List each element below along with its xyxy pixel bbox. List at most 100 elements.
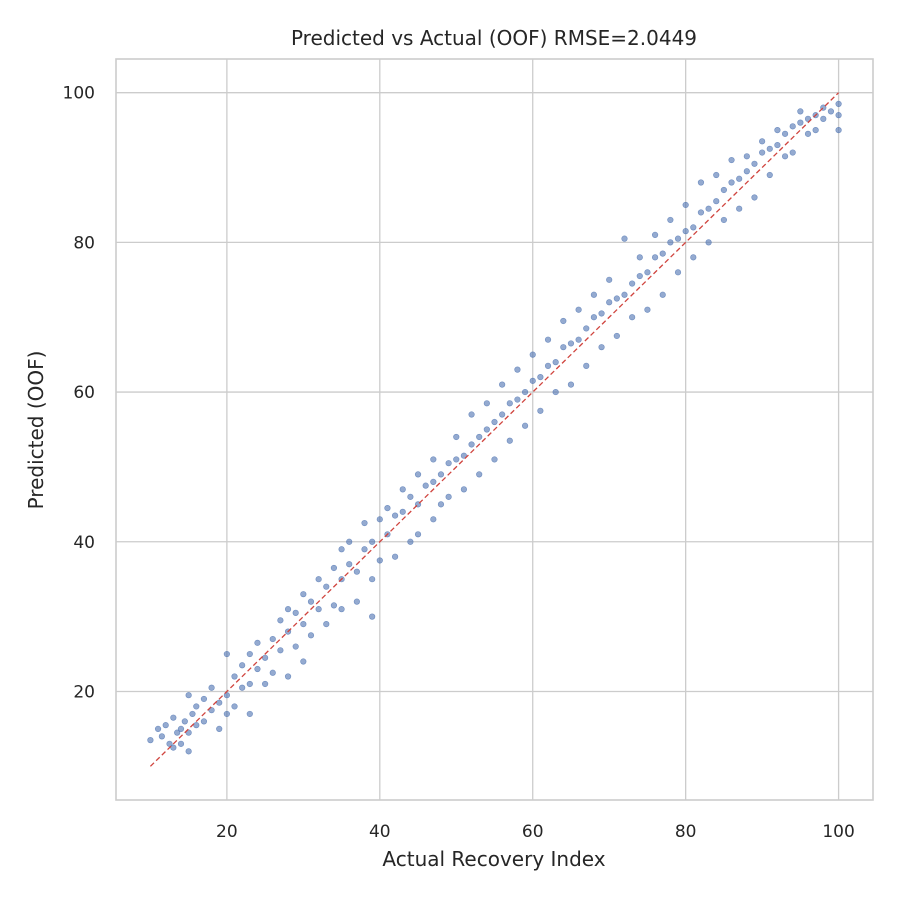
data-point [766,171,773,179]
data-point [728,179,735,186]
data-point [621,291,628,298]
x-tick-label: 60 [522,822,544,842]
data-point [307,632,315,639]
data-point [315,576,322,583]
y-axis-label: Predicted (OOF) [24,351,48,510]
data-point [659,250,666,257]
x-axis-label: Actual Recovery Index [382,847,605,871]
data-point [468,441,475,448]
data-point [376,557,383,564]
data-point [277,617,284,624]
data-point [338,606,345,613]
data-point [185,692,192,699]
data-point [361,519,368,527]
data-point [353,598,360,605]
data-point [606,299,613,306]
data-point [154,725,162,732]
data-point [445,493,452,500]
data-point [759,149,766,156]
data-point [674,235,682,242]
chart-title: Predicted vs Actual (OOF) RMSE=2.0449 [291,26,697,50]
data-point [751,160,758,167]
data-point [223,650,230,658]
data-point [560,344,567,351]
data-point [346,538,353,545]
data-point [437,501,445,508]
data-point [284,606,292,613]
x-tick-label: 40 [369,822,391,842]
data-point [728,156,735,164]
data-point [284,673,292,680]
data-point [736,205,743,212]
data-point [667,239,674,246]
data-point [445,460,452,467]
data-point [162,722,169,729]
data-point [759,138,766,145]
y-tick-label: 60 [73,383,95,403]
data-point [254,665,261,673]
data-point [315,606,322,613]
data-point [246,650,253,658]
data-point [567,340,575,347]
data-point [407,493,414,500]
data-point [567,381,575,388]
data-point [269,635,276,643]
data-point [575,336,582,343]
data-point [835,100,842,108]
data-point [430,516,437,523]
data-point [820,115,827,122]
data-point [254,639,261,646]
data-point [835,112,842,119]
data-point [453,456,460,463]
data-point [476,471,483,478]
data-point [200,718,208,725]
data-point [437,471,445,478]
data-point [147,737,154,744]
data-point [330,564,338,572]
data-point [697,179,705,186]
data-point [789,123,796,130]
data-point [323,583,330,590]
data-point [483,400,490,407]
data-point [690,224,697,231]
data-point [521,388,529,396]
data-point [552,388,559,396]
data-point [575,306,582,313]
data-point [300,658,307,665]
y-tick-label: 80 [73,233,95,253]
data-point [506,437,513,444]
data-point [835,127,842,134]
data-point [483,426,490,433]
data-point [384,504,391,512]
data-point [177,740,185,747]
data-point [705,205,712,212]
data-point [766,145,773,152]
data-point [208,684,215,691]
data-point [391,512,399,519]
data-point [598,310,605,317]
data-point [499,411,506,418]
plot-frame [115,58,874,801]
data-point [399,508,406,515]
data-point [644,269,651,276]
data-point [797,119,804,126]
data-point [613,332,620,340]
data-point [690,254,697,261]
data-point [185,748,192,755]
data-point [262,654,269,661]
data-point [636,272,643,280]
data-point [239,684,246,691]
grid [116,59,873,800]
data-point [774,141,781,149]
data-point [453,433,460,441]
data-point [307,598,315,605]
data-point [430,456,437,463]
data-point [269,669,276,676]
data-point [621,235,628,242]
data-point [629,314,636,321]
data-point [399,486,406,493]
y-tick-label: 40 [73,533,95,553]
data-point [460,452,468,459]
data-point [223,692,230,699]
data-point [674,269,682,276]
